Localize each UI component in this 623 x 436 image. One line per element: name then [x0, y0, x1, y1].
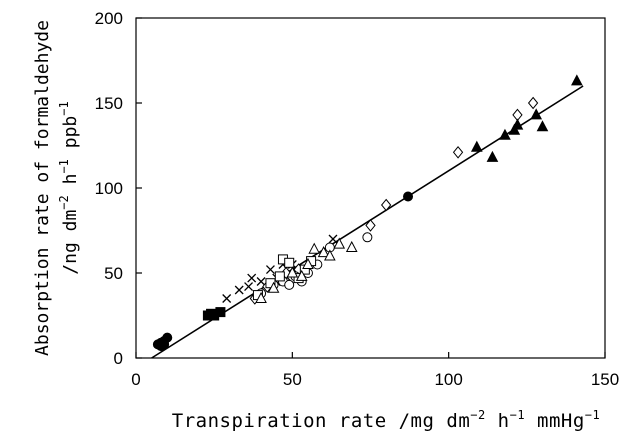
- data-point-open-triangle: [302, 257, 314, 269]
- data-point-open-circle: [362, 232, 373, 243]
- x-tick-label: 100: [434, 370, 462, 389]
- data-point-cross: [256, 277, 266, 286]
- axis-ticks: [135, 17, 606, 359]
- data-point-cross: [247, 273, 257, 283]
- y-axis-title: Absorption rate of formaldehyde /ng dm−2…: [32, 20, 81, 356]
- x-tick-label: 150: [591, 370, 619, 389]
- data-point-open-diamond: [527, 96, 539, 110]
- y-axis-title-main: /ng dm: [60, 210, 81, 275]
- x-axis-title-sup: −1: [585, 408, 600, 422]
- x-tick-label: 50: [283, 370, 302, 389]
- y-axis-title-line2: /ng dm−2 h−1 ppb−1: [57, 101, 81, 274]
- data-point-cross: [222, 294, 232, 303]
- x-tick-label: 0: [131, 370, 140, 389]
- tick-labels: 0 50 100 150 0 50 100 150 200: [95, 9, 620, 389]
- y-axis-title-part: ppb: [60, 116, 81, 159]
- y-axis-title-sup: −1: [57, 101, 71, 115]
- y-tick-label: 50: [104, 264, 123, 283]
- data-point-open-triangle: [286, 266, 299, 278]
- data-point-open-triangle: [295, 269, 308, 281]
- data-point-cross: [244, 282, 254, 292]
- x-axis-title-part: h: [486, 410, 510, 432]
- data-point-open-diamond: [380, 198, 392, 212]
- data-point-cross: [328, 234, 338, 244]
- data-point-open-square: [284, 257, 295, 268]
- plot-frame: [135, 17, 606, 359]
- y-tick-label: 100: [95, 179, 123, 198]
- x-axis-title-part: mmHg: [525, 410, 585, 432]
- data-point-filled-triangle: [486, 150, 499, 162]
- y-tick-label: 200: [95, 9, 123, 28]
- data-point-open-triangle: [324, 249, 336, 261]
- x-axis-title-main: Transpiration rate /mg dm: [172, 410, 470, 432]
- x-axis-title: Transpiration rate /mg dm−2 h−1 mmHg−1: [172, 408, 600, 432]
- data-point-open-triangle: [255, 291, 267, 303]
- data-point-open-triangle: [267, 281, 280, 293]
- data-point-filled-circle: [403, 191, 414, 202]
- data-point-filled-square: [209, 310, 220, 321]
- y-axis-title-part: h: [60, 174, 81, 196]
- y-tick-label: 0: [114, 349, 123, 368]
- data-point-filled-triangle: [530, 108, 543, 120]
- data-point-open-diamond: [452, 146, 464, 159]
- data-point-open-triangle: [345, 240, 358, 252]
- data-point-cross: [265, 265, 275, 275]
- y-tick-label: 150: [95, 94, 123, 113]
- data-point-cross: [234, 285, 244, 295]
- data-points: [152, 74, 583, 352]
- data-point-filled-triangle: [499, 128, 511, 140]
- data-point-open-triangle: [317, 246, 330, 258]
- y-axis-title-sup: −2: [57, 195, 71, 209]
- data-point-open-triangle: [333, 237, 346, 249]
- y-axis-title-line1: Absorption rate of formaldehyde: [32, 20, 53, 356]
- data-point-filled-triangle: [511, 118, 524, 130]
- data-point-open-circle: [284, 279, 295, 290]
- data-point-filled-circle: [159, 339, 170, 350]
- data-point-filled-triangle: [470, 140, 483, 152]
- data-point-filled-triangle: [571, 74, 583, 86]
- y-axis-title-sup: −1: [57, 159, 71, 173]
- x-axis-title-sup: −2: [470, 408, 485, 422]
- x-axis-title-sup: −1: [510, 408, 525, 422]
- data-point-open-square: [274, 271, 285, 282]
- data-point-open-triangle: [308, 242, 321, 254]
- data-point-open-diamond: [365, 219, 376, 232]
- data-point-filled-triangle: [536, 120, 549, 132]
